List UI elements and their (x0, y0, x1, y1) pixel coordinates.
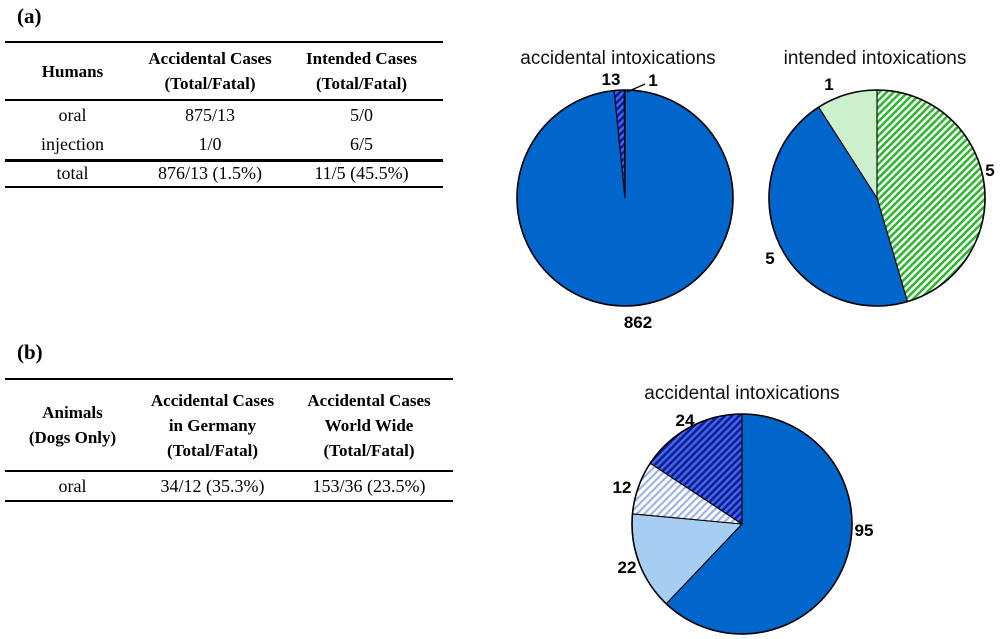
humans-header-cell: Humans (41, 61, 104, 81)
row-label-oral: oral (58, 105, 87, 125)
humans-table: Humans Accidental Cases (Total/Fatal) In… (5, 41, 443, 188)
slice-label-1: 1 (824, 75, 833, 94)
value-cell: 11/5 (45.5%) (314, 163, 409, 184)
value-cell: 876/13 (1.5%) (158, 163, 262, 184)
header-line: (Total/Fatal) (164, 74, 256, 93)
value-cell: 153/36 (23.5%) (312, 475, 426, 496)
row-label-oral: oral (58, 475, 87, 496)
header-line: Accidental Cases (150, 390, 275, 410)
value-cell: 1/0 (198, 133, 222, 154)
header-line: Accidental Cases (307, 390, 431, 410)
pie-title: accidental intoxications (644, 383, 839, 404)
animals-header-cell: Animals (Dogs Only) (5, 379, 140, 471)
pie-slices (768, 89, 986, 307)
pie-slice-1 (623, 89, 626, 199)
header-line: World Wide (324, 415, 414, 435)
value-cell: 875/13 (184, 105, 235, 125)
slice-label-5-left: 5 (765, 249, 774, 268)
accidental-cases-header-cell: Accidental Cases (Total/Fatal) (140, 42, 280, 100)
header-line: (Total/Fatal) (316, 74, 407, 93)
slice-label-22: 22 (618, 558, 637, 577)
slice-label-5-right: 5 (985, 161, 994, 180)
slice-label-95: 95 (855, 521, 874, 540)
table-total-row: total 876/13 (1.5%) 11/5 (45.5%) (5, 160, 443, 187)
value-cell: 34/12 (35.3%) (160, 475, 265, 496)
pie-chart-humans-accidental: accidental intoxications 13 1 862 (516, 48, 734, 332)
header-line: in Germany (168, 415, 257, 435)
pie-slices (516, 89, 734, 307)
label-leader-line (626, 83, 646, 93)
header-line: (Total/Fatal) (323, 440, 415, 460)
pie-outline (631, 413, 853, 635)
slice-label-1: 1 (648, 71, 657, 90)
humans-table-header-row: Humans Accidental Cases (Total/Fatal) In… (5, 42, 443, 100)
panel-b-label: (b) (17, 340, 43, 364)
value-cell: 5/0 (349, 105, 373, 125)
header-line: Intended Cases (306, 49, 417, 68)
pie-outline (516, 89, 734, 307)
slice-label-12: 12 (613, 478, 632, 497)
pie-chart-dogs-accidental: accidental intoxications 24 12 22 95 (613, 383, 874, 635)
slice-label-13: 13 (602, 70, 621, 89)
row-label-injection: injection (41, 133, 104, 154)
table-row: oral 875/13 5/0 (5, 100, 443, 130)
panel-a-label: (a) (17, 4, 42, 28)
slice-label-24: 24 (676, 411, 695, 430)
table-row: oral 34/12 (35.3%) 153/36 (23.5%) (5, 471, 453, 501)
pie-chart-humans-intended: intended intoxications 1 5 5 (765, 48, 995, 307)
animals-table: Animals (Dogs Only) Accidental Cases in … (5, 378, 453, 502)
header-line: Accidental Cases (148, 49, 272, 68)
pie-title: intended intoxications (784, 48, 967, 69)
animals-table-header-row: Animals (Dogs Only) Accidental Cases in … (5, 379, 453, 471)
intended-cases-header-cell: Intended Cases (Total/Fatal) (280, 42, 443, 100)
pie-outline (768, 89, 986, 307)
accidental-worldwide-header-cell: Accidental Cases World Wide (Total/Fatal… (285, 379, 453, 471)
accidental-germany-header-cell: Accidental Cases in Germany (Total/Fatal… (140, 379, 285, 471)
pie-title: accidental intoxications (520, 48, 715, 69)
header-line: Animals (42, 403, 103, 422)
table-row: injection 1/0 6/5 (5, 130, 443, 160)
header-line: (Total/Fatal) (167, 440, 258, 460)
pie-slices (631, 413, 853, 635)
header-line: (Dogs Only) (28, 428, 117, 447)
value-cell: 6/5 (349, 133, 373, 154)
slice-label-862: 862 (624, 313, 652, 332)
row-label-total: total (56, 163, 89, 184)
